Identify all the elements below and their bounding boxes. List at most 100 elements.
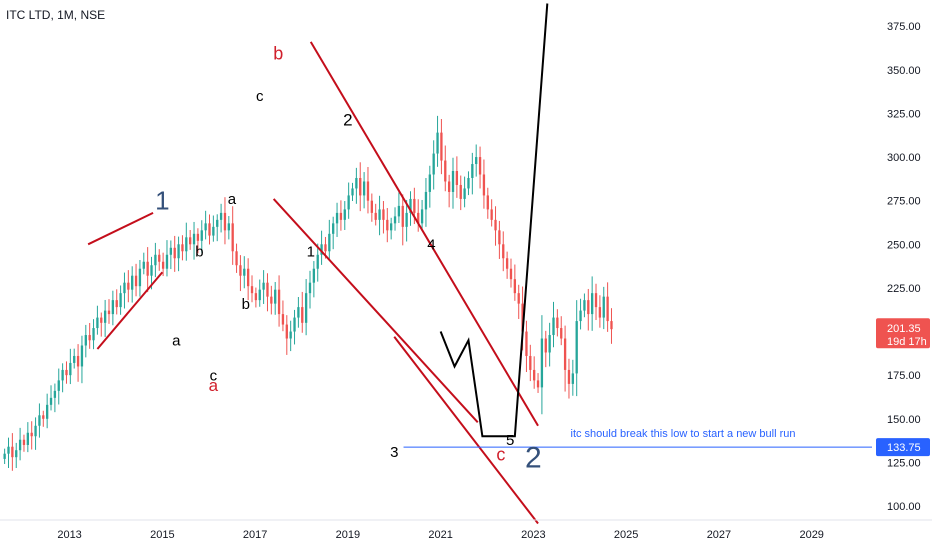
candle-body	[227, 223, 230, 231]
candle-body	[173, 247, 176, 259]
candle-body	[467, 177, 470, 189]
candle-body	[181, 244, 184, 252]
channel-lower-line[interactable]	[272, 198, 479, 423]
candle-body	[45, 404, 49, 419]
candle-body	[100, 317, 103, 323]
candle-body	[308, 282, 312, 294]
price-axis[interactable]	[872, 0, 932, 520]
candle-body	[471, 164, 474, 178]
candle-body	[154, 254, 157, 266]
candle-body	[107, 310, 111, 315]
last-price-value: 201.35	[887, 323, 921, 335]
candle-body	[53, 390, 57, 398]
candle-body	[440, 132, 443, 161]
y-tick-label: 300.00	[887, 152, 921, 164]
candle-body	[84, 335, 87, 346]
y-tick-label: 325.00	[887, 108, 921, 120]
candle-body	[22, 439, 26, 445]
x-tick-label: 2019	[336, 529, 360, 541]
candle-body	[332, 223, 335, 234]
candle-body	[505, 258, 509, 269]
candle-body	[502, 244, 505, 259]
candle-body	[142, 261, 145, 269]
candle-body	[563, 338, 567, 370]
candle-body	[262, 282, 265, 290]
candle-body	[424, 191, 428, 210]
candle-body	[3, 453, 6, 459]
candle-body	[459, 184, 462, 199]
candle-body	[49, 397, 53, 405]
wedge-lower-line[interactable]	[96, 271, 164, 350]
candle-body	[447, 181, 451, 192]
drawings-layer: itc should break this low to start a new…	[87, 3, 872, 525]
candle-body	[18, 439, 22, 451]
candle-body	[11, 446, 14, 458]
candle-body	[401, 205, 404, 227]
candle-body	[455, 171, 459, 185]
candle-body	[185, 237, 188, 252]
wave-label: 1	[155, 185, 169, 215]
candle-body	[602, 296, 605, 318]
candle-body	[235, 251, 238, 266]
candles-layer	[3, 115, 613, 471]
candle-body	[270, 296, 273, 304]
candle-body	[343, 209, 346, 220]
x-tick-label: 2021	[428, 529, 452, 541]
candle-body	[370, 200, 373, 213]
candle-body	[69, 362, 72, 376]
channel-extension-line[interactable]	[393, 336, 539, 525]
candle-body	[417, 212, 420, 224]
wedge-upper-line[interactable]	[87, 211, 154, 246]
candle-body	[359, 177, 362, 196]
candle-body	[598, 307, 602, 318]
candle-body	[382, 209, 385, 220]
candle-body	[606, 296, 609, 322]
candle-body	[96, 317, 99, 329]
candle-body	[297, 307, 300, 318]
candle-body	[583, 300, 586, 311]
support-note: itc should break this low to start a new…	[571, 428, 796, 440]
y-tick-label: 125.00	[887, 457, 921, 469]
candle-body	[177, 244, 180, 259]
y-tick-label: 250.00	[887, 239, 921, 251]
candle-body	[239, 265, 242, 276]
candle-body	[61, 369, 64, 381]
x-tick-label: 2015	[150, 529, 174, 541]
projection-path[interactable]	[439, 3, 549, 438]
candle-body	[200, 230, 203, 241]
candle-body	[324, 244, 327, 252]
candle-body	[76, 355, 80, 367]
y-tick-label: 275.00	[887, 196, 921, 208]
candle-body	[34, 425, 37, 437]
candle-body	[575, 321, 578, 374]
candle-body	[111, 300, 115, 315]
candle-body	[231, 223, 234, 252]
candle-body	[556, 317, 559, 329]
candle-body	[494, 219, 497, 231]
candle-body	[409, 198, 412, 213]
wave-label: a	[209, 376, 219, 395]
candle-body	[250, 286, 254, 294]
candle-body	[451, 171, 455, 192]
candle-body	[355, 177, 358, 189]
candle-body	[57, 380, 60, 391]
candle-body	[73, 355, 76, 363]
candle-body	[26, 432, 29, 445]
candle-body	[378, 209, 381, 220]
candle-body	[374, 212, 377, 220]
candle-body	[165, 254, 169, 269]
candle-body	[316, 254, 319, 269]
wave-label: 5	[506, 432, 514, 449]
candle-body	[216, 219, 219, 227]
y-tick-label: 100.00	[887, 501, 921, 513]
wave-label: 2	[343, 111, 352, 130]
symbol-title: ITC LTD, 1M, NSE	[6, 8, 106, 22]
candle-body	[131, 275, 134, 290]
support-price-badge	[876, 438, 930, 457]
candle-body	[525, 331, 528, 356]
channel-upper-line[interactable]	[309, 41, 539, 427]
candle-body	[594, 293, 598, 308]
